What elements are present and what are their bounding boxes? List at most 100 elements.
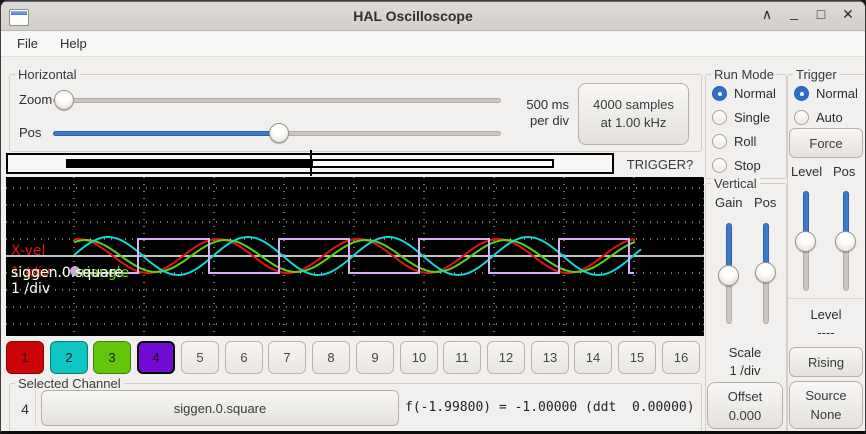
radio-normal[interactable]: Normal [712,85,776,102]
selected-channel-number: 4 [21,401,29,417]
radio-normal[interactable]: Normal [794,85,858,102]
channel-button-13[interactable]: 13 [531,341,569,374]
vertical-group: Vertical [705,176,787,431]
radio-circle-normal[interactable] [712,86,727,101]
samples-line2: at 1.00 kHz [600,115,667,130]
channel-button-10[interactable]: 10 [400,341,438,374]
vertical-pos-slider[interactable] [755,223,776,324]
channel-button-16[interactable]: 16 [662,341,700,374]
trigger-level-label: Level [791,164,823,179]
channel-button-12[interactable]: 12 [487,341,525,374]
radio-circle-single[interactable] [712,110,727,125]
trigger-level-slider-thumb[interactable] [795,231,816,252]
channel-button-8[interactable]: 8 [312,341,350,374]
channel-button-15[interactable]: 15 [618,341,656,374]
radio-label: Auto [816,110,843,125]
force-button[interactable]: Force [789,128,863,158]
radio-circle-stop[interactable] [712,158,727,173]
x-vel-trace [73,237,636,275]
selected-channel-name-button[interactable]: siggen.0.square [41,390,399,426]
record-length-button[interactable]: 4000 samples at 1.00 kHz [578,83,689,145]
menubar: File Help [1,31,865,57]
channel-button-1[interactable]: 1 [6,341,44,374]
radio-label: Single [734,110,771,125]
maximize-icon[interactable]: □ [816,6,826,22]
selected-channel-separator [35,390,36,426]
sample-rate-text: 500 ms per div [509,97,569,129]
vertical-pos-label: Pos [754,195,777,210]
offset-label: Offset [727,388,763,404]
trigger-separator [788,298,864,299]
zoom-slider[interactable] [53,90,501,110]
radio-roll[interactable]: Roll [712,133,756,150]
channel-button-9[interactable]: 9 [356,341,394,374]
scope-channel-label: siggen.0.triangle [11,265,129,281]
horizontal-group: Horizontal [9,67,702,152]
radio-circle-normal[interactable] [794,86,809,101]
app-icon [9,9,29,26]
window-title: HAL Oscilloscope [353,8,473,24]
trigger-pos-slider-thumb[interactable] [835,231,856,252]
scope-channel-label: 1 /div [11,265,50,281]
shade-icon[interactable]: ∧ [761,6,773,22]
window-controls: ∧ _ □ ✕ [760,4,855,23]
offset-button[interactable]: Offset 0.000 [707,382,783,429]
menu-file[interactable]: File [17,36,38,51]
radio-single[interactable]: Single [712,109,770,126]
radio-auto[interactable]: Auto [794,109,843,126]
selected-channel-group: Selected Channel [9,376,702,431]
radio-label: Normal [816,86,858,101]
radio-circle-roll[interactable] [712,134,727,149]
run-mode-title: Run Mode [711,67,777,82]
channel-button-6[interactable]: 6 [225,341,263,374]
horizontal-group-title: Horizontal [15,67,80,82]
offset-value: 0.000 [728,407,762,423]
radio-label: Stop [734,158,761,173]
trigger-status-label: TRIGGER? [626,157,694,172]
source-label: Source [805,388,847,403]
channel-button-5[interactable]: 5 [181,341,219,374]
channel-value-readout: f(-1.99800) = -1.00000 (ddt 0.00000) [405,400,695,415]
trigger-title: Trigger [793,67,840,82]
channel-button-2[interactable]: 2 [50,341,88,374]
pending-region-bar [311,159,554,168]
horizontal-pos-slider-fill [53,131,279,136]
menu-help[interactable]: Help [59,36,87,51]
trigger-pos-slider[interactable] [835,191,856,291]
square-trace [74,238,634,274]
radio-label: Normal [734,86,776,101]
channel-button-14[interactable]: 14 [574,341,612,374]
channel-button-7[interactable]: 7 [268,341,306,374]
radio-stop[interactable]: Stop [712,157,761,174]
trigger-level-caption: Level [810,307,842,322]
trigger-group: Trigger Normal Auto [787,67,865,431]
horizontal-pos-slider-thumb[interactable] [269,123,289,143]
scope-canvas: X-vel 1 /divsiggen.0.trianglesiggen.0.squ… [6,177,705,336]
trigger-level-slider[interactable] [795,191,816,291]
scale-value: 1 /div [729,363,761,378]
scope-channel-label: 1 /div [11,281,50,297]
close-icon[interactable]: ✕ [842,6,854,22]
gain-slider-thumb[interactable] [718,265,739,286]
vertical-pos-slider-thumb[interactable] [755,262,776,283]
trigger-level-value: ---- [817,325,835,340]
radio-circle-auto[interactable] [794,110,809,125]
channel-button-4[interactable]: 4 [137,341,175,374]
green-trace [73,238,636,274]
gain-label: Gain [715,195,743,210]
zoom-label: Zoom [19,92,53,107]
trigger-edge-button[interactable]: Rising [789,347,863,377]
channel-button-3[interactable]: 3 [93,341,131,374]
horizontal-pos-slider[interactable] [53,123,501,143]
zoom-slider-track[interactable] [53,98,501,103]
trace-start-marker [70,266,80,276]
selected-channel-title: Selected Channel [15,376,124,391]
trigger-source-button[interactable]: Source None [789,381,863,429]
gain-slider[interactable] [718,223,739,324]
rate-line1: 500 ms [526,97,569,112]
zoom-slider-thumb[interactable] [54,90,74,110]
channel-button-11[interactable]: 11 [443,341,481,374]
minimize-icon[interactable]: _ [790,4,798,20]
trigger-pos-label: Pos [833,164,856,179]
